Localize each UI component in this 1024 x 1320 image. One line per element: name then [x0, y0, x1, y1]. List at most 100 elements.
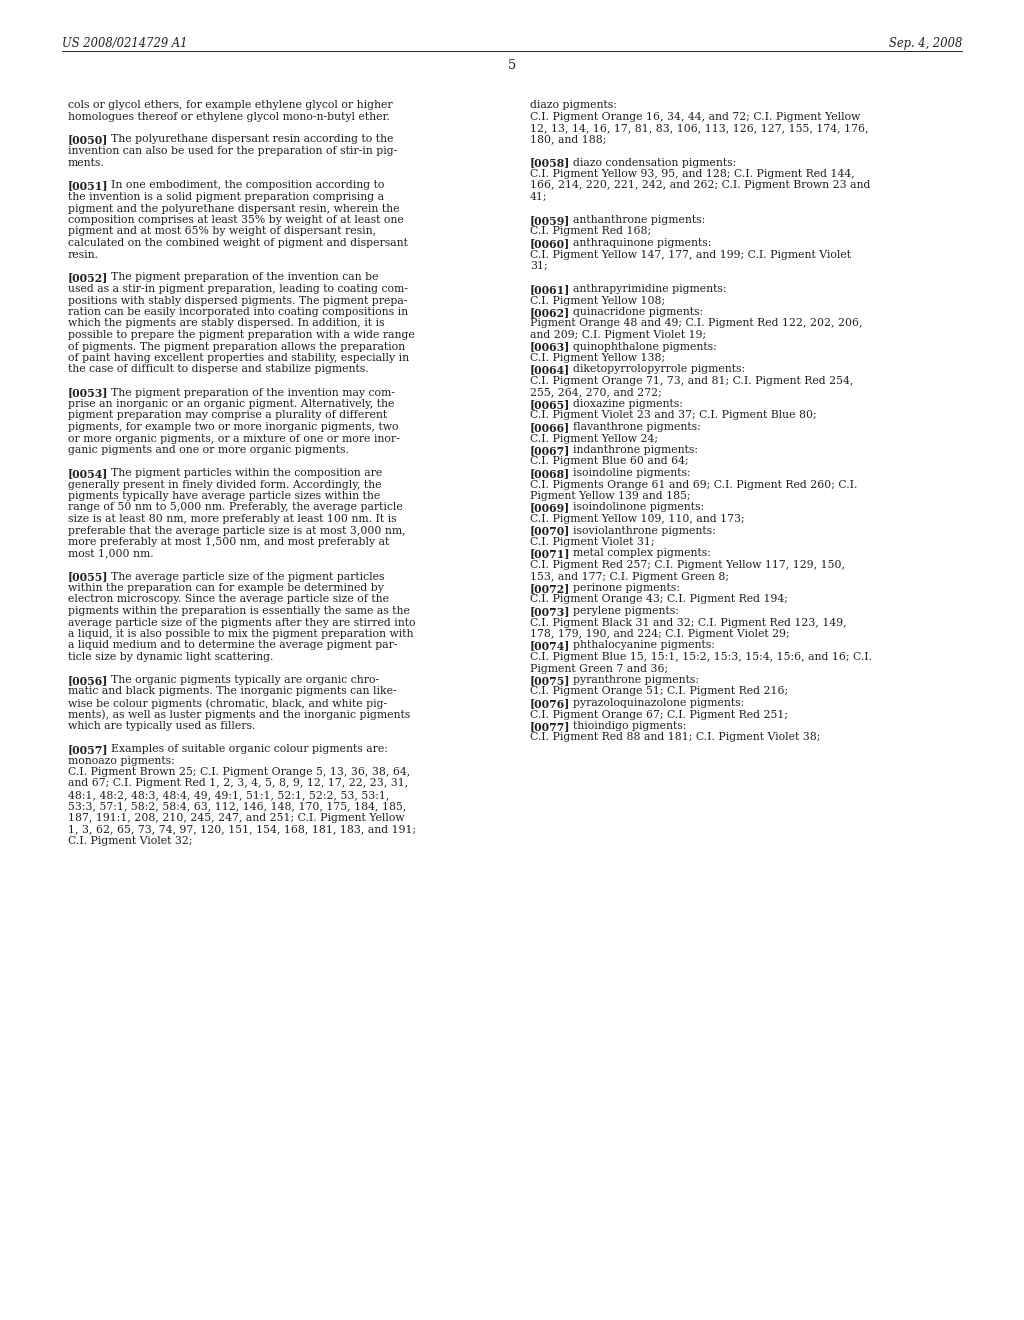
Text: pigment preparation may comprise a plurality of different: pigment preparation may comprise a plura… — [68, 411, 387, 421]
Text: C.I. Pigment Blue 15, 15:1, 15:2, 15:3, 15:4, 15:6, and 16; C.I.: C.I. Pigment Blue 15, 15:1, 15:2, 15:3, … — [530, 652, 872, 663]
Text: diazo pigments:: diazo pigments: — [530, 100, 616, 110]
Text: [0053]: [0053] — [68, 388, 109, 399]
Text: isoindolinone pigments:: isoindolinone pigments: — [559, 503, 705, 512]
Text: monoazo pigments:: monoazo pigments: — [68, 755, 175, 766]
Text: [0070]: [0070] — [530, 525, 570, 536]
Text: The polyurethane dispersant resin according to the: The polyurethane dispersant resin accord… — [97, 135, 393, 144]
Text: electron microscopy. Since the average particle size of the: electron microscopy. Since the average p… — [68, 594, 389, 605]
Text: [0074]: [0074] — [530, 640, 570, 652]
Text: 5: 5 — [508, 59, 516, 73]
Text: Pigment Yellow 139 and 185;: Pigment Yellow 139 and 185; — [530, 491, 690, 502]
Text: [0062]: [0062] — [530, 308, 570, 318]
Text: most 1,000 nm.: most 1,000 nm. — [68, 549, 154, 558]
Text: 180, and 188;: 180, and 188; — [530, 135, 606, 144]
Text: C.I. Pigment Orange 43; C.I. Pigment Red 194;: C.I. Pigment Orange 43; C.I. Pigment Red… — [530, 594, 787, 605]
Text: homologues thereof or ethylene glycol mono-n-butyl ether.: homologues thereof or ethylene glycol mo… — [68, 111, 390, 121]
Text: metal complex pigments:: metal complex pigments: — [559, 549, 711, 558]
Text: 53:3, 57:1, 58:2, 58:4, 63, 112, 146, 148, 170, 175, 184, 185,: 53:3, 57:1, 58:2, 58:4, 63, 112, 146, 14… — [68, 801, 407, 812]
Text: which are typically used as fillers.: which are typically used as fillers. — [68, 721, 255, 731]
Text: 187, 191:1, 208, 210, 245, 247, and 251; C.I. Pigment Yellow: 187, 191:1, 208, 210, 245, 247, and 251;… — [68, 813, 404, 822]
Text: pigments within the preparation is essentially the same as the: pigments within the preparation is essen… — [68, 606, 410, 616]
Text: [0059]: [0059] — [530, 215, 570, 226]
Text: [0052]: [0052] — [68, 272, 109, 284]
Text: C.I. Pigment Violet 23 and 37; C.I. Pigment Blue 80;: C.I. Pigment Violet 23 and 37; C.I. Pigm… — [530, 411, 816, 421]
Text: pigment and the polyurethane dispersant resin, wherein the: pigment and the polyurethane dispersant … — [68, 203, 399, 214]
Text: C.I. Pigment Yellow 24;: C.I. Pigment Yellow 24; — [530, 433, 658, 444]
Text: positions with stably dispersed pigments. The pigment prepa-: positions with stably dispersed pigments… — [68, 296, 408, 305]
Text: [0050]: [0050] — [68, 135, 109, 145]
Text: composition comprises at least 35% by weight of at least one: composition comprises at least 35% by we… — [68, 215, 403, 224]
Text: more preferably at most 1,500 nm, and most preferably at: more preferably at most 1,500 nm, and mo… — [68, 537, 389, 546]
Text: [0069]: [0069] — [530, 503, 570, 513]
Text: ration can be easily incorporated into coating compositions in: ration can be easily incorporated into c… — [68, 308, 409, 317]
Text: [0056]: [0056] — [68, 675, 109, 686]
Text: In one embodiment, the composition according to: In one embodiment, the composition accor… — [97, 181, 384, 190]
Text: the invention is a solid pigment preparation comprising a: the invention is a solid pigment prepara… — [68, 191, 384, 202]
Text: The average particle size of the pigment particles: The average particle size of the pigment… — [97, 572, 385, 582]
Text: C.I. Pigment Orange 71, 73, and 81; C.I. Pigment Red 254,: C.I. Pigment Orange 71, 73, and 81; C.I.… — [530, 376, 853, 385]
Text: 41;: 41; — [530, 191, 548, 202]
Text: 178, 179, 190, and 224; C.I. Pigment Violet 29;: 178, 179, 190, and 224; C.I. Pigment Vio… — [530, 630, 790, 639]
Text: [0072]: [0072] — [530, 583, 570, 594]
Text: range of 50 nm to 5,000 nm. Preferably, the average particle: range of 50 nm to 5,000 nm. Preferably, … — [68, 503, 402, 512]
Text: Sep. 4, 2008: Sep. 4, 2008 — [889, 37, 962, 50]
Text: anthraquinone pigments:: anthraquinone pigments: — [559, 238, 712, 248]
Text: 255, 264, 270, and 272;: 255, 264, 270, and 272; — [530, 388, 662, 397]
Text: [0060]: [0060] — [530, 238, 570, 249]
Text: C.I. Pigment Red 168;: C.I. Pigment Red 168; — [530, 227, 651, 236]
Text: generally present in finely divided form. Accordingly, the: generally present in finely divided form… — [68, 479, 382, 490]
Text: [0064]: [0064] — [530, 364, 570, 375]
Text: ments), as well as luster pigments and the inorganic pigments: ments), as well as luster pigments and t… — [68, 710, 411, 721]
Text: 1, 3, 62, 65, 73, 74, 97, 120, 151, 154, 168, 181, 183, and 191;: 1, 3, 62, 65, 73, 74, 97, 120, 151, 154,… — [68, 825, 416, 834]
Text: C.I. Pigment Yellow 109, 110, and 173;: C.I. Pigment Yellow 109, 110, and 173; — [530, 513, 744, 524]
Text: [0077]: [0077] — [530, 721, 570, 733]
Text: C.I. Pigment Orange 67; C.I. Pigment Red 251;: C.I. Pigment Orange 67; C.I. Pigment Red… — [530, 710, 788, 719]
Text: cols or glycol ethers, for example ethylene glycol or higher: cols or glycol ethers, for example ethyl… — [68, 100, 392, 110]
Text: pyrazoloquinazolone pigments:: pyrazoloquinazolone pigments: — [559, 698, 744, 708]
Text: 153, and 177; C.I. Pigment Green 8;: 153, and 177; C.I. Pigment Green 8; — [530, 572, 729, 582]
Text: perinone pigments:: perinone pigments: — [559, 583, 680, 593]
Text: Pigment Orange 48 and 49; C.I. Pigment Red 122, 202, 206,: Pigment Orange 48 and 49; C.I. Pigment R… — [530, 318, 862, 329]
Text: invention can also be used for the preparation of stir-in pig-: invention can also be used for the prepa… — [68, 147, 397, 156]
Text: pyranthrone pigments:: pyranthrone pigments: — [559, 675, 699, 685]
Text: [0066]: [0066] — [530, 422, 570, 433]
Text: isoindoline pigments:: isoindoline pigments: — [559, 469, 690, 478]
Text: of paint having excellent properties and stability, especially in: of paint having excellent properties and… — [68, 352, 410, 363]
Text: C.I. Pigment Brown 25; C.I. Pigment Orange 5, 13, 36, 38, 64,: C.I. Pigment Brown 25; C.I. Pigment Oran… — [68, 767, 411, 777]
Text: wise be colour pigments (chromatic, black, and white pig-: wise be colour pigments (chromatic, blac… — [68, 698, 387, 709]
Text: C.I. Pigment Red 257; C.I. Pigment Yellow 117, 129, 150,: C.I. Pigment Red 257; C.I. Pigment Yello… — [530, 560, 845, 570]
Text: dioxazine pigments:: dioxazine pigments: — [559, 399, 683, 409]
Text: used as a stir-in pigment preparation, leading to coating com-: used as a stir-in pigment preparation, l… — [68, 284, 408, 294]
Text: [0061]: [0061] — [530, 284, 570, 294]
Text: size is at least 80 nm, more preferably at least 100 nm. It is: size is at least 80 nm, more preferably … — [68, 513, 396, 524]
Text: C.I. Pigment Yellow 147, 177, and 199; C.I. Pigment Violet: C.I. Pigment Yellow 147, 177, and 199; C… — [530, 249, 851, 260]
Text: average particle size of the pigments after they are stirred into: average particle size of the pigments af… — [68, 618, 416, 627]
Text: isoviolanthrone pigments:: isoviolanthrone pigments: — [559, 525, 716, 536]
Text: C.I. Pigment Yellow 108;: C.I. Pigment Yellow 108; — [530, 296, 666, 305]
Text: C.I. Pigment Blue 60 and 64;: C.I. Pigment Blue 60 and 64; — [530, 457, 688, 466]
Text: within the preparation can for example be determined by: within the preparation can for example b… — [68, 583, 384, 593]
Text: US 2008/0214729 A1: US 2008/0214729 A1 — [62, 37, 187, 50]
Text: of pigments. The pigment preparation allows the preparation: of pigments. The pigment preparation all… — [68, 342, 406, 351]
Text: ticle size by dynamic light scattering.: ticle size by dynamic light scattering. — [68, 652, 273, 663]
Text: 48:1, 48:2, 48:3, 48:4, 49, 49:1, 51:1, 52:1, 52:2, 53, 53:1,: 48:1, 48:2, 48:3, 48:4, 49, 49:1, 51:1, … — [68, 789, 389, 800]
Text: [0065]: [0065] — [530, 399, 570, 411]
Text: a liquid medium and to determine the average pigment par-: a liquid medium and to determine the ave… — [68, 640, 397, 651]
Text: phthalocyanine pigments:: phthalocyanine pigments: — [559, 640, 715, 651]
Text: diazo condensation pigments:: diazo condensation pigments: — [559, 157, 736, 168]
Text: C.I. Pigments Orange 61 and 69; C.I. Pigment Red 260; C.I.: C.I. Pigments Orange 61 and 69; C.I. Pig… — [530, 479, 857, 490]
Text: a liquid, it is also possible to mix the pigment preparation with: a liquid, it is also possible to mix the… — [68, 630, 414, 639]
Text: 31;: 31; — [530, 261, 548, 271]
Text: C.I. Pigment Red 88 and 181; C.I. Pigment Violet 38;: C.I. Pigment Red 88 and 181; C.I. Pigmen… — [530, 733, 820, 742]
Text: 166, 214, 220, 221, 242, and 262; C.I. Pigment Brown 23 and: 166, 214, 220, 221, 242, and 262; C.I. P… — [530, 181, 870, 190]
Text: anthanthrone pigments:: anthanthrone pigments: — [559, 215, 706, 224]
Text: The pigment particles within the composition are: The pigment particles within the composi… — [97, 469, 382, 478]
Text: C.I. Pigment Black 31 and 32; C.I. Pigment Red 123, 149,: C.I. Pigment Black 31 and 32; C.I. Pigme… — [530, 618, 847, 627]
Text: [0076]: [0076] — [530, 698, 570, 709]
Text: pigments, for example two or more inorganic pigments, two: pigments, for example two or more inorga… — [68, 422, 398, 432]
Text: C.I. Pigment Yellow 138;: C.I. Pigment Yellow 138; — [530, 352, 666, 363]
Text: C.I. Pigment Orange 16, 34, 44, and 72; C.I. Pigment Yellow: C.I. Pigment Orange 16, 34, 44, and 72; … — [530, 111, 860, 121]
Text: resin.: resin. — [68, 249, 99, 260]
Text: The organic pigments typically are organic chro-: The organic pigments typically are organ… — [97, 675, 379, 685]
Text: perylene pigments:: perylene pigments: — [559, 606, 679, 616]
